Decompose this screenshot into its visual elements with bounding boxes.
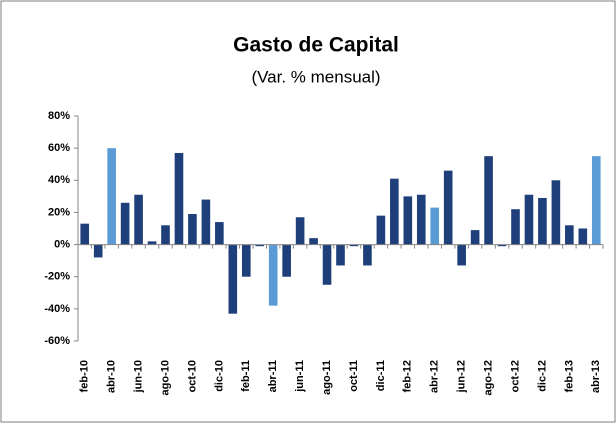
x-tick-label: oct-12 (509, 360, 521, 392)
x-tick-label: dic-10 (213, 360, 225, 392)
bar (538, 197, 547, 245)
bar (336, 244, 345, 266)
bar (349, 244, 359, 247)
bar (363, 244, 372, 266)
bar (376, 215, 386, 245)
bar (591, 156, 601, 245)
bar (416, 194, 426, 245)
bar (174, 152, 184, 245)
bar (390, 178, 399, 245)
x-tick-label: abr-12 (429, 360, 441, 393)
y-tick-label: 0% (54, 238, 70, 250)
x-tick-label: ago-10 (159, 360, 171, 395)
bar (215, 222, 224, 245)
x-tick-label: oct-10 (186, 360, 198, 392)
x-tick-label: oct-11 (348, 360, 360, 392)
x-tick-label: jun-11 (294, 360, 306, 393)
x-tick-label: jun-10 (132, 360, 144, 393)
y-tick-label: -40% (44, 303, 70, 315)
x-tick-label: abr-10 (106, 360, 118, 393)
bar (578, 228, 588, 245)
bar (295, 217, 305, 245)
bar (470, 230, 480, 245)
bar (255, 244, 265, 247)
x-tick-label: feb-10 (79, 360, 91, 392)
bar (134, 194, 143, 245)
x-tick-label: feb-12 (402, 360, 414, 392)
bar (201, 199, 211, 245)
bar (107, 148, 116, 245)
y-tick-label: -20% (44, 271, 70, 283)
x-tick-label: abr-13 (590, 360, 602, 393)
x-tick-label: abr-11 (267, 360, 279, 392)
bar (443, 170, 453, 245)
bar (228, 244, 238, 314)
x-tick-label: feb-13 (563, 360, 575, 392)
y-tick-label: 80% (48, 110, 70, 122)
bar (457, 244, 466, 266)
bar (80, 223, 90, 245)
x-tick-label: feb-11 (240, 360, 252, 392)
bar (268, 244, 278, 306)
bar (188, 214, 197, 245)
y-tick-label: 60% (48, 142, 70, 154)
bar (120, 202, 130, 245)
bar (241, 244, 251, 277)
x-tick-label: dic-11 (375, 360, 387, 391)
bar (484, 156, 493, 245)
bar (322, 244, 332, 285)
bar (524, 194, 534, 245)
bar (511, 209, 520, 245)
chart-subtitle: (Var. % mensual) (251, 67, 380, 86)
y-tick-label: 40% (48, 174, 70, 186)
x-tick-label: ago-11 (321, 360, 333, 395)
y-tick-label: -60% (44, 335, 70, 347)
bar (282, 244, 291, 277)
bar (497, 244, 507, 247)
bar (93, 244, 103, 258)
bar (430, 207, 440, 245)
bar (551, 180, 561, 245)
bar (565, 225, 574, 245)
chart-title: Gasto de Capital (233, 34, 399, 57)
bar (147, 241, 157, 245)
bar (161, 225, 170, 245)
bar (403, 196, 413, 245)
bar (309, 238, 318, 245)
x-tick-label: jun-12 (456, 360, 468, 393)
x-tick-label: ago-12 (482, 360, 494, 395)
x-tick-label: dic-12 (536, 360, 548, 392)
y-tick-label: 20% (48, 206, 70, 218)
